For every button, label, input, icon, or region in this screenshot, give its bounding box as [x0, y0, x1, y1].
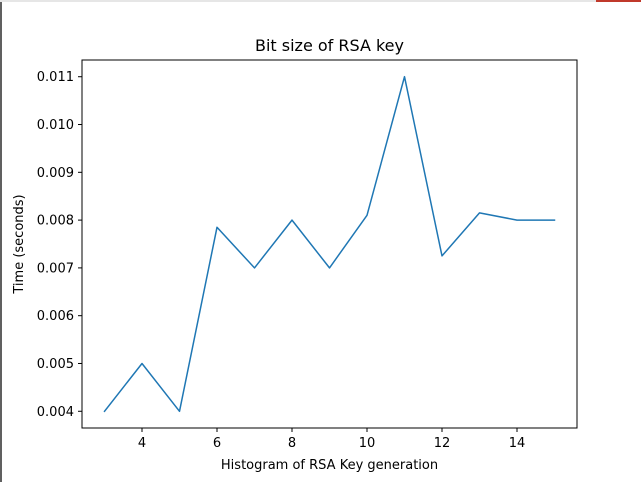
y-tick-label: 0.009 — [37, 166, 74, 181]
y-tick-label: 0.004 — [37, 405, 74, 420]
x-tick-label: 12 — [434, 436, 451, 451]
y-tick-label: 0.006 — [37, 309, 74, 324]
y-tick-label: 0.007 — [37, 261, 74, 276]
x-tick-label: 4 — [138, 436, 146, 451]
y-tick-label: 0.005 — [37, 357, 74, 372]
x-axis: 4 6 8 10 12 14 — [138, 428, 525, 451]
y-tick-label: 0.010 — [37, 118, 74, 133]
window-accent-bar — [596, 0, 641, 2]
window-top-edge — [0, 0, 641, 2]
series-line — [103, 75, 556, 413]
window-left-edge — [0, 0, 2, 482]
y-axis: 0.004 0.005 0.006 0.007 0.008 0.009 0.010 0.011 — [37, 70, 82, 420]
y-tick-label: 0.011 — [37, 70, 74, 85]
y-axis-label: Time (seconds) — [12, 194, 27, 294]
x-tick-label: 8 — [288, 436, 296, 451]
x-tick-label: 14 — [509, 436, 526, 451]
x-axis-label: Histogram of RSA Key generation — [221, 458, 438, 473]
x-tick-label: 10 — [359, 436, 376, 451]
plot-area — [81, 59, 578, 429]
x-tick-label: 6 — [213, 436, 221, 451]
chart-title: Bit size of RSA key — [255, 36, 404, 55]
y-tick-label: 0.008 — [37, 214, 74, 229]
